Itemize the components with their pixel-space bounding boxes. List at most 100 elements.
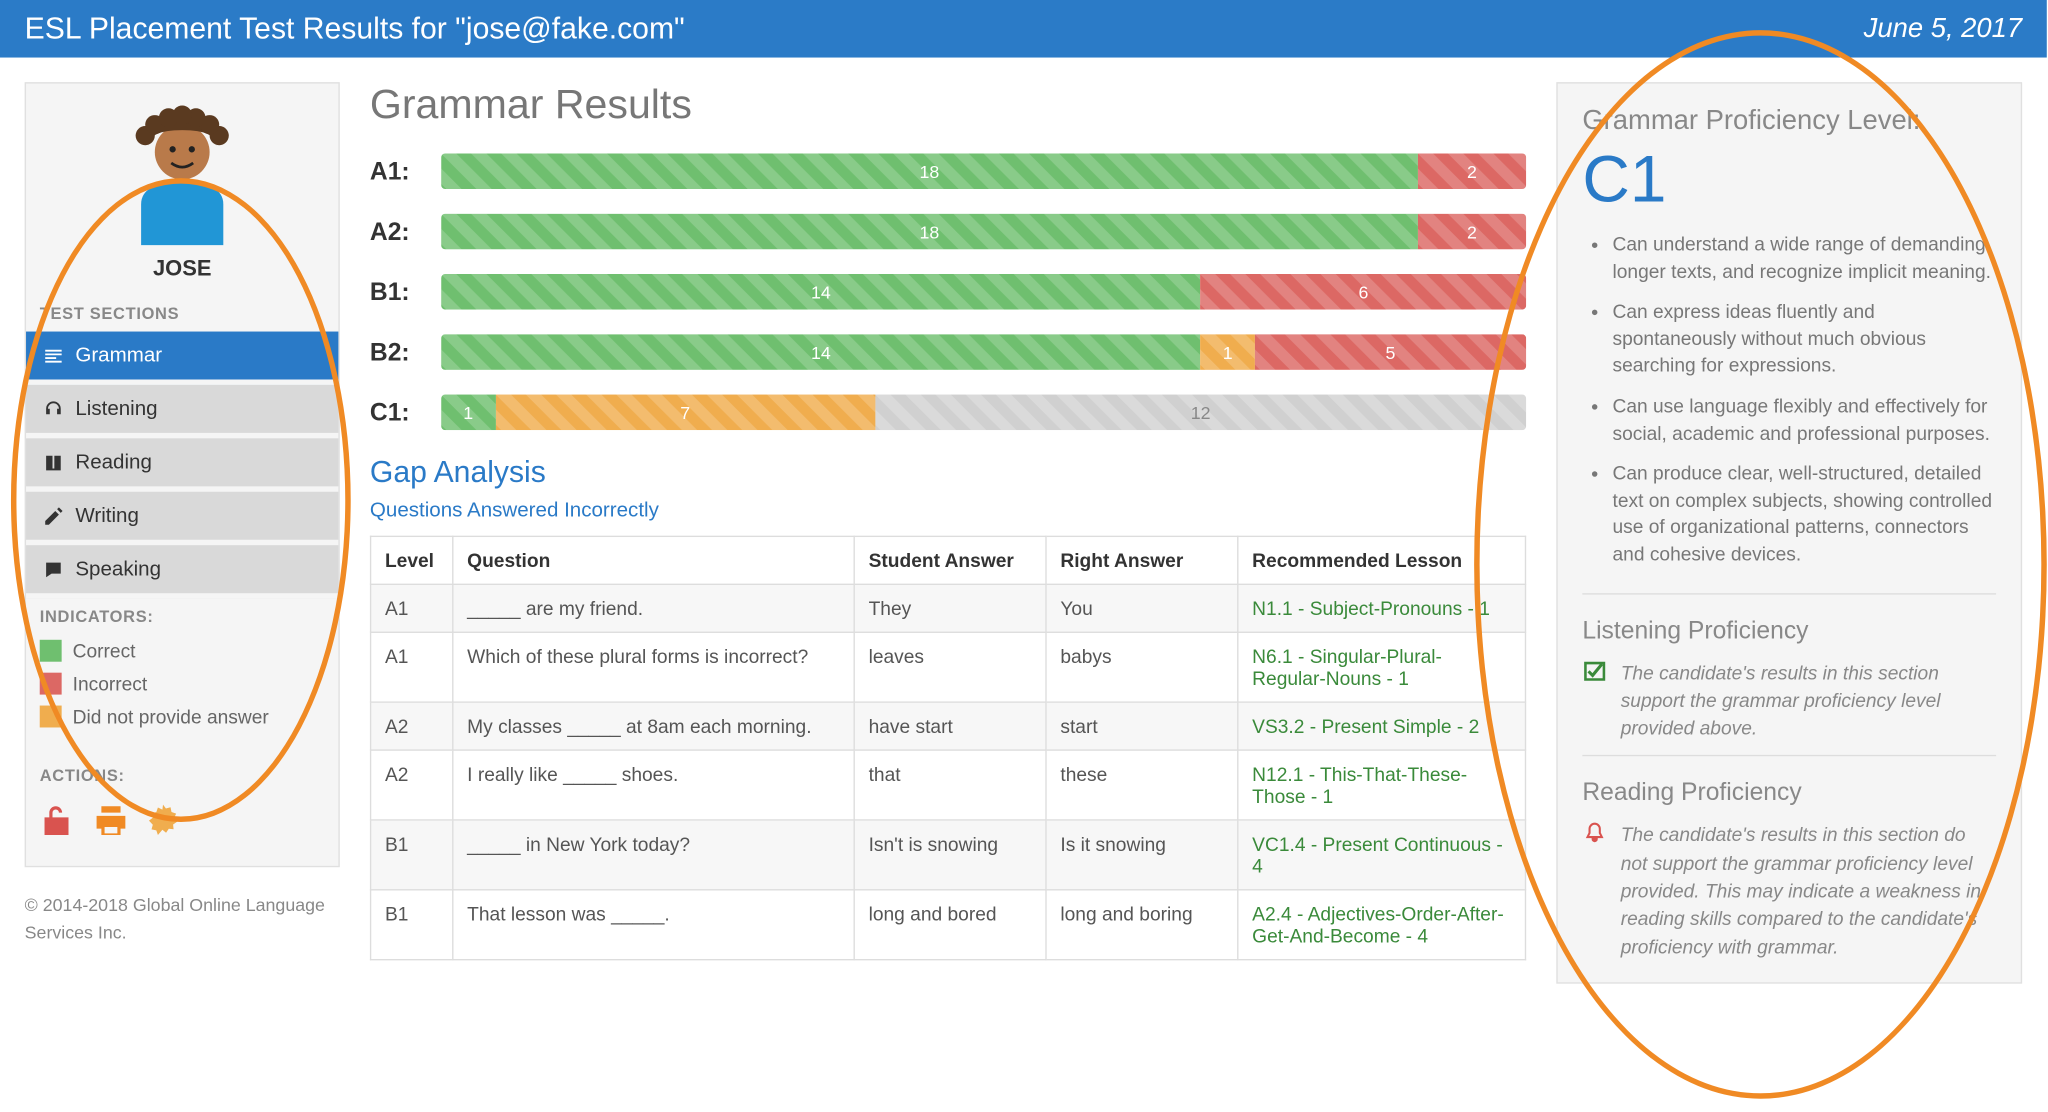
recommended-lesson-link[interactable]: VS3.2 - Present Simple - 2 <box>1238 702 1526 750</box>
bell-icon <box>1582 821 1607 853</box>
table-row: A2My classes _____ at 8am each morning.h… <box>371 702 1526 750</box>
table-cell: long and boring <box>1046 890 1238 960</box>
score-bar-B2: B2:1415 <box>370 334 1526 370</box>
table-cell: My classes _____ at 8am each morning. <box>453 702 854 750</box>
listening-proficiency-text: The candidate's results in this section … <box>1621 658 1996 741</box>
bar-segment-incorrect: 6 <box>1201 274 1527 310</box>
speaking-icon <box>42 558 64 580</box>
table-row: B1That lesson was _____.long and boredlo… <box>371 890 1526 960</box>
recommended-lesson-link[interactable]: A2.4 - Adjectives-Order-After-Get-And-Be… <box>1238 890 1526 960</box>
table-cell: Is it snowing <box>1046 820 1238 890</box>
table-cell: You <box>1046 584 1238 632</box>
bar-level-label: A2: <box>370 217 425 246</box>
recommended-lesson-link[interactable]: N6.1 - Singular-Plural-Regular-Nouns - 1 <box>1238 632 1526 702</box>
legend-swatch <box>40 706 62 728</box>
table-cell: I really like _____ shoes. <box>453 750 854 820</box>
sidebar-item-label: Listening <box>75 397 157 420</box>
sidebar-item-grammar[interactable]: Grammar <box>26 332 338 385</box>
bar-segment-correct: 14 <box>441 334 1201 370</box>
reading-proficiency-title: Reading Proficiency <box>1582 779 1996 808</box>
table-row: A1Which of these plural forms is incorre… <box>371 632 1526 702</box>
report-date: June 5, 2017 <box>1864 13 2022 45</box>
table-header: Level <box>371 536 453 584</box>
sidebar-item-label: Reading <box>75 451 152 474</box>
bar-segment-correct: 18 <box>441 153 1418 189</box>
bar-level-label: A1: <box>370 157 425 186</box>
table-cell: _____ in New York today? <box>453 820 854 890</box>
table-header: Question <box>453 536 854 584</box>
print-icon[interactable] <box>92 801 130 843</box>
avatar-image <box>107 95 258 246</box>
table-header: Recommended Lesson <box>1238 536 1526 584</box>
table-cell: B1 <box>371 820 453 890</box>
table-cell: B1 <box>371 890 453 960</box>
badge-icon[interactable] <box>144 801 182 843</box>
sidebar-item-label: Writing <box>75 504 139 527</box>
recommended-lesson-link[interactable]: N12.1 - This-That-These-Those - 1 <box>1238 750 1526 820</box>
legend-label: Did not provide answer <box>73 706 269 728</box>
gap-analysis-title: Gap Analysis <box>370 455 1526 491</box>
sidebar: JOSE TEST SECTIONS Grammar Listening Readi… <box>25 82 340 867</box>
table-cell: these <box>1046 750 1238 820</box>
score-bar-C1: C1:1712 <box>370 395 1526 431</box>
proficiency-bullet: Can express ideas fluently and spontaneo… <box>1612 299 1996 380</box>
table-cell: A1 <box>371 632 453 702</box>
legend-swatch <box>40 673 62 695</box>
table-cell: They <box>854 584 1046 632</box>
bar-segment-unattempted: 12 <box>875 395 1526 431</box>
table-cell: A2 <box>371 750 453 820</box>
bar-level-label: B1: <box>370 277 425 306</box>
table-cell: start <box>1046 702 1238 750</box>
table-cell: Which of these plural forms is incorrect… <box>453 632 854 702</box>
bar-segment-incorrect: 2 <box>1418 153 1526 189</box>
legend-swatch <box>40 640 62 662</box>
legend-incorrect: Incorrect <box>26 667 338 700</box>
sidebar-item-listening[interactable]: Listening <box>26 385 338 438</box>
table-row: B1_____ in New York today?Isn't is snowi… <box>371 820 1526 890</box>
table-cell: A2 <box>371 702 453 750</box>
main-content: Grammar Results A1:182A2:182B1:146B2:141… <box>370 82 1526 960</box>
avatar: JOSE <box>26 84 338 283</box>
table-cell: have start <box>854 702 1046 750</box>
table-header: Student Answer <box>854 536 1046 584</box>
sidebar-item-writing[interactable]: Writing <box>26 492 338 545</box>
bar-segment-correct: 14 <box>441 274 1201 310</box>
listening-proficiency-title: Listening Proficiency <box>1582 616 1996 645</box>
grammar-icon <box>42 345 64 367</box>
grammar-proficiency-label: Grammar Proficiency Level: <box>1582 105 1996 137</box>
check-icon <box>1582 658 1607 690</box>
table-header: Right Answer <box>1046 536 1238 584</box>
bar-segment-no_answer: 1 <box>1201 334 1255 370</box>
table-cell: babys <box>1046 632 1238 702</box>
bar-level-label: B2: <box>370 338 425 367</box>
bar-segment-no_answer: 7 <box>495 395 875 431</box>
score-bar-B1: B1: 146 <box>370 274 1526 310</box>
grammar-proficiency-level: C1 <box>1582 142 1996 217</box>
test-sections-label: TEST SECTIONS <box>26 296 338 332</box>
proficiency-bullet: Can understand a wide range of demanding… <box>1612 232 1996 286</box>
sidebar-item-reading[interactable]: Reading <box>26 438 338 491</box>
proficiency-bullet: Can use language flexibly and effectivel… <box>1612 393 1996 447</box>
table-row: A2I really like _____ shoes.thattheseN12… <box>371 750 1526 820</box>
sidebar-item-speaking[interactable]: Speaking <box>26 545 338 598</box>
recommended-lesson-link[interactable]: N1.1 - Subject-Pronouns - 1 <box>1238 584 1526 632</box>
header-bar: ESL Placement Test Results for "jose@fak… <box>0 0 2047 58</box>
reading-proficiency-text: The candidate's results in this section … <box>1621 821 1996 960</box>
bar-level-label: C1: <box>370 398 425 427</box>
table-cell: long and bored <box>854 890 1046 960</box>
actions-label: ACTIONS: <box>26 758 338 794</box>
indicators-label: INDICATORS: <box>26 599 338 635</box>
table-cell: That lesson was _____. <box>453 890 854 960</box>
score-bar-A2: A2: 182 <box>370 214 1526 250</box>
bar-segment-incorrect: 2 <box>1418 214 1526 250</box>
copyright: © 2014-2018 Global Online Language Servi… <box>25 886 340 945</box>
table-cell: A1 <box>371 584 453 632</box>
gap-analysis-subtitle: Questions Answered Incorrectly <box>370 499 1526 522</box>
recommended-lesson-link[interactable]: VC1.4 - Present Continuous - 4 <box>1238 820 1526 890</box>
table-cell: that <box>854 750 1046 820</box>
unlock-icon[interactable] <box>40 801 78 843</box>
page-title: ESL Placement Test Results for "jose@fak… <box>25 11 685 47</box>
bar-segment-correct: 18 <box>441 214 1418 250</box>
proficiency-panel: Grammar Proficiency Level: C1 Can unders… <box>1556 82 2022 983</box>
listening-icon <box>42 398 64 420</box>
